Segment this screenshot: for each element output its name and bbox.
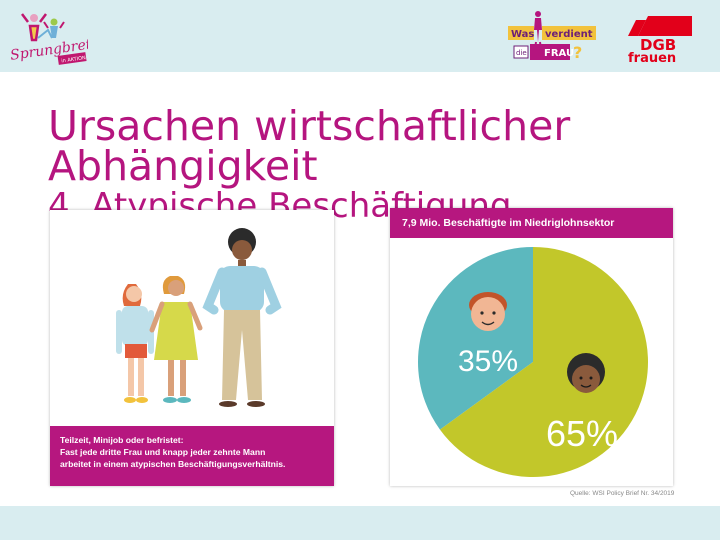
woman-face-icon [567, 353, 605, 393]
dgb-frauen-logo: DGB frauen [628, 16, 692, 64]
slide-title-line-1: Ursachen wirtschaftlicher [48, 102, 571, 150]
svg-text:Was: Was [511, 29, 534, 40]
women-illustration [116, 228, 282, 407]
svg-text:FRAU: FRAU [544, 48, 574, 59]
svg-text:die: die [516, 49, 527, 57]
chart-title: 7,9 Mio. Beschäftigte im Niedriglohnsekt… [390, 208, 673, 238]
pie-chart: 35% 65% [418, 247, 648, 478]
pie-chart-card: 7,9 Mio. Beschäftigte im Niedriglohnsekt… [390, 208, 673, 486]
woman-figure-middle [149, 276, 203, 403]
caption-heading: Teilzeit, Minijob oder befristet: [60, 435, 184, 445]
svg-text:in AKTION: in AKTION [61, 55, 87, 64]
top-band [0, 0, 720, 72]
bottom-band [0, 506, 720, 540]
man-face-icon [469, 292, 507, 331]
woman-figure-left [116, 284, 154, 403]
svg-text:verdient: verdient [545, 29, 593, 40]
source-note: Quelle: WSI Policy Brief Nr. 34/2019 [570, 490, 675, 497]
pie-slice-men [418, 247, 533, 430]
svg-text:?: ? [573, 43, 582, 62]
caption-line-1: Fast jede dritte Frau und knapp jeder ze… [60, 447, 266, 457]
men-percent-label: 35% [458, 345, 518, 378]
pie-slice-women [439, 247, 648, 478]
woman-figure-right [202, 228, 282, 407]
left-infographic-card: Teilzeit, Minijob oder befristet: Fast j… [50, 210, 334, 486]
svg-text:frauen: frauen [628, 51, 676, 64]
caption-line-2: arbeitet in einem atypischen Beschäftigu… [60, 459, 286, 469]
sprungbrett-logo: Sprungbrett in AKTION [9, 13, 88, 65]
svg-text:DGB: DGB [640, 36, 676, 54]
women-percent-label: 65% [546, 413, 618, 454]
slide-title: Ursachen wirtschaftlicher Abhängigkeit [48, 102, 571, 190]
was-verdient-die-frau-logo: Was verdient die FRAU ? [508, 11, 596, 62]
left-card-caption: Teilzeit, Minijob oder befristet: Fast j… [50, 426, 334, 486]
slide-title-line-2: Abhängigkeit [48, 142, 318, 190]
